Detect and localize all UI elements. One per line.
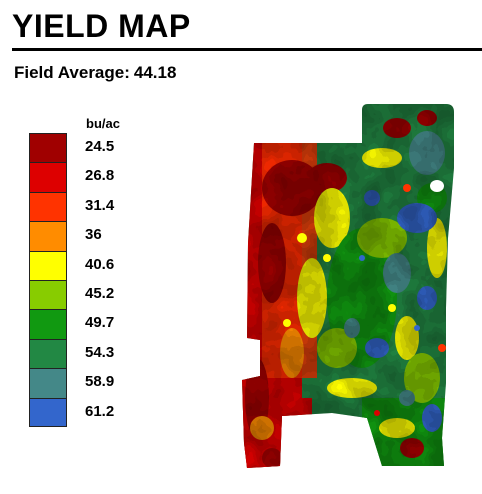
field-average-value: 44.18	[133, 63, 177, 82]
legend-label: 61.2	[85, 402, 115, 420]
title-rule	[12, 48, 482, 51]
legend-swatch	[29, 279, 67, 310]
legend-swatch	[29, 250, 67, 280]
legend-label: 58.9	[85, 373, 115, 391]
yield-zones	[242, 104, 454, 468]
field-average-label: Field Average:	[14, 63, 130, 82]
legend-label: 26.8	[85, 167, 115, 185]
legend-swatch	[29, 133, 67, 163]
legend-label: 45.2	[85, 284, 115, 302]
yield-map-field	[242, 104, 454, 468]
legend-swatch	[29, 368, 67, 398]
legend-swatch	[29, 338, 67, 369]
legend-label: 40.6	[85, 255, 115, 273]
legend-swatch	[29, 162, 67, 192]
legend-swatch	[29, 221, 67, 251]
legend-label: 36	[85, 226, 102, 244]
legend-label: 54.3	[85, 343, 115, 361]
legend-label: 31.4	[85, 196, 115, 214]
legend-unit: bu/ac	[86, 116, 120, 131]
legend-label: 49.7	[85, 314, 115, 332]
map-title: YIELD MAP	[12, 8, 191, 44]
legend-swatch	[29, 191, 67, 222]
field-average: Field Average: 44.18	[14, 63, 176, 83]
legend-swatch	[29, 309, 67, 339]
legend-label: 24.5	[85, 138, 115, 155]
legend-swatch	[29, 397, 67, 427]
